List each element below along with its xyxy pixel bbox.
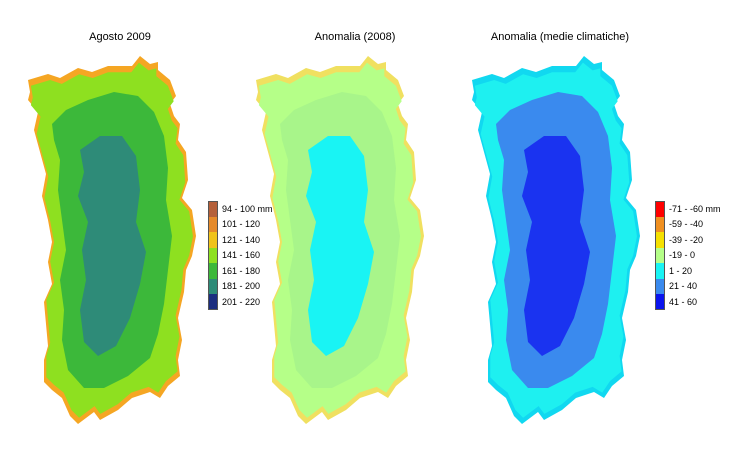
legend-label: 21 - 40 bbox=[669, 281, 698, 292]
legend-label: 1 - 20 bbox=[669, 265, 693, 276]
legend-swatch bbox=[655, 294, 665, 310]
legend-swatch bbox=[208, 294, 218, 310]
legend-swatch bbox=[655, 216, 665, 232]
legend-entry: -59 - -40 bbox=[655, 216, 721, 232]
map-panel-2 bbox=[256, 56, 424, 424]
legend-entry: 41 - 60 bbox=[655, 294, 721, 310]
legend-label: 201 - 220 bbox=[222, 296, 261, 307]
legend-entry: -71 - -60 mm bbox=[655, 201, 721, 217]
legend-entry: 21 - 40 bbox=[655, 278, 721, 294]
legend-label: 41 - 60 bbox=[669, 296, 698, 307]
legend-swatch bbox=[208, 263, 218, 279]
legend-entry: -39 - -20 bbox=[655, 232, 721, 248]
legend-label: 101 - 120 bbox=[222, 219, 261, 230]
legend-agosto-2009: 94 - 100 mm 101 - 120 121 - 140 141 - 160 16… bbox=[208, 201, 273, 310]
legend-swatch bbox=[655, 278, 665, 294]
panel-title-agosto-2009: Agosto 2009 bbox=[89, 31, 151, 43]
legend-swatch bbox=[208, 216, 218, 232]
legend-entry: 1 - 20 bbox=[655, 263, 721, 279]
legend-label: -71 - -60 mm bbox=[669, 203, 721, 214]
legend-label: -39 - -20 bbox=[669, 234, 704, 245]
legend-label: 121 - 140 bbox=[222, 234, 261, 245]
legend-swatch bbox=[655, 232, 665, 248]
legend-label: 141 - 160 bbox=[222, 250, 261, 261]
legend-swatch bbox=[655, 201, 665, 217]
legend-swatch bbox=[208, 278, 218, 294]
legend-swatch bbox=[208, 201, 218, 217]
panel-title-anomalia-medie: Anomalia (medie climatiche) bbox=[490, 31, 630, 43]
legend-entry: 101 - 120 bbox=[208, 216, 273, 232]
legend-swatch bbox=[208, 247, 218, 263]
legend-entry: 161 - 180 bbox=[208, 263, 273, 279]
legend-label: -59 - -40 bbox=[669, 219, 704, 230]
legend-swatch bbox=[655, 247, 665, 263]
legend-entry: -19 - 0 bbox=[655, 247, 721, 263]
legend-label: 181 - 200 bbox=[222, 281, 261, 292]
map-panel-3 bbox=[472, 56, 640, 424]
legend-entry: 181 - 200 bbox=[208, 278, 273, 294]
legend-label: -19 - 0 bbox=[669, 250, 696, 261]
legend-label: 161 - 180 bbox=[222, 265, 261, 276]
legend-swatch bbox=[208, 232, 218, 248]
legend-entry: 94 - 100 mm bbox=[208, 201, 273, 217]
legend-entry: 141 - 160 bbox=[208, 247, 273, 263]
legend-label: 94 - 100 mm bbox=[222, 203, 273, 214]
legend-swatch bbox=[655, 263, 665, 279]
legend-entry: 201 - 220 bbox=[208, 294, 273, 310]
map-panel-1 bbox=[28, 56, 196, 424]
legend-entry: 121 - 140 bbox=[208, 232, 273, 248]
legend-anomalia-medie: -71 - -60 mm -59 - -40 -39 - -20 -19 - 0 1 -… bbox=[655, 201, 721, 310]
panel-title-anomalia-2008: Anomalia (2008) bbox=[314, 31, 396, 43]
